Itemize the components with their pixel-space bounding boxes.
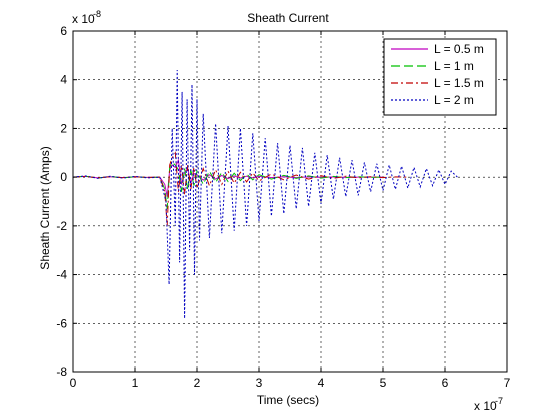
y-tick-label: 6: [60, 24, 67, 38]
y-tick-label: -8: [56, 365, 67, 379]
legend-box: [383, 38, 497, 116]
x-tick-label: 5: [380, 376, 387, 390]
y-tick-label: -4: [56, 268, 67, 282]
legend: L = 0.5 m L = 1 m L = 1.5 m L = 2 m: [383, 38, 497, 116]
x-exponent-power: -7: [495, 396, 503, 406]
x-exponent-base: x 10: [474, 399, 497, 413]
y-exponent-base: x 10: [72, 12, 95, 26]
legend-label-2: L = 1 m: [434, 59, 474, 73]
x-axis-label: Time (secs): [257, 393, 319, 407]
x-tick-label: 7: [504, 376, 511, 390]
x-tick-label: 6: [442, 376, 449, 390]
series-line-4: [72, 69, 458, 319]
series-line-3: [72, 151, 408, 226]
x-tick-label: 3: [256, 376, 263, 390]
y-exponent-power: -8: [93, 9, 101, 19]
x-tick-label: 4: [318, 376, 325, 390]
legend-label-1: L = 0.5 m: [434, 42, 484, 56]
y-tick-label: 4: [60, 73, 67, 87]
chart-title: Sheath Current: [247, 11, 329, 25]
axes-box: [72, 30, 508, 373]
x-tick-label: 0: [70, 376, 77, 390]
grid: [73, 31, 507, 372]
series-layer: [72, 69, 458, 319]
y-axis-label: Sheath Current (Amps): [38, 146, 52, 269]
legend-label-3: L = 1.5 m: [434, 76, 484, 90]
x-tick-label: 2: [194, 376, 201, 390]
x-tick-label: 1: [132, 376, 139, 390]
legend-label-4: L = 2 m: [434, 93, 474, 107]
y-tick-label: 2: [60, 121, 67, 135]
y-tick-label: 0: [60, 170, 67, 184]
ticks: 0 1 2 3 4 5 6 7 -8 -6 -4 -2 0 2 4 6: [56, 24, 510, 390]
y-tick-label: -2: [56, 219, 67, 233]
y-tick-label: -6: [56, 316, 67, 330]
